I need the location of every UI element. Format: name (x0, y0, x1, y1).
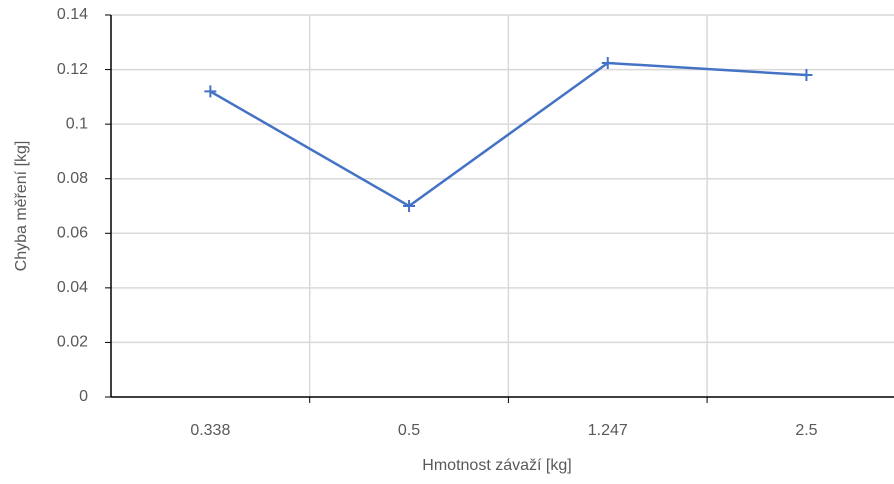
x-axis-label: Hmotnost závaží [kg] (422, 457, 571, 474)
x-tick-label: 1.247 (588, 422, 628, 439)
y-tick-label: 0.1 (66, 115, 88, 132)
y-tick-label: 0 (79, 388, 88, 405)
data-point (601, 57, 614, 70)
data-line (209, 61, 807, 208)
data-point (204, 85, 217, 98)
data-point (800, 69, 813, 82)
y-tick-label: 0.14 (57, 6, 88, 23)
y-tick-label: 0.08 (57, 170, 88, 187)
data-point (403, 200, 416, 212)
y-tick-label: 0.12 (57, 61, 88, 78)
y-axis-label: Chyba měření [kg] (13, 141, 30, 272)
y-tick-label: 0.06 (57, 225, 88, 242)
x-tick-label: 0.338 (190, 422, 230, 439)
y-tick-label: 0.04 (57, 279, 88, 296)
x-tick-label: 0.5 (398, 422, 420, 439)
y-tick-label: 0.02 (57, 334, 88, 351)
x-tick-label: 2.5 (795, 422, 817, 439)
